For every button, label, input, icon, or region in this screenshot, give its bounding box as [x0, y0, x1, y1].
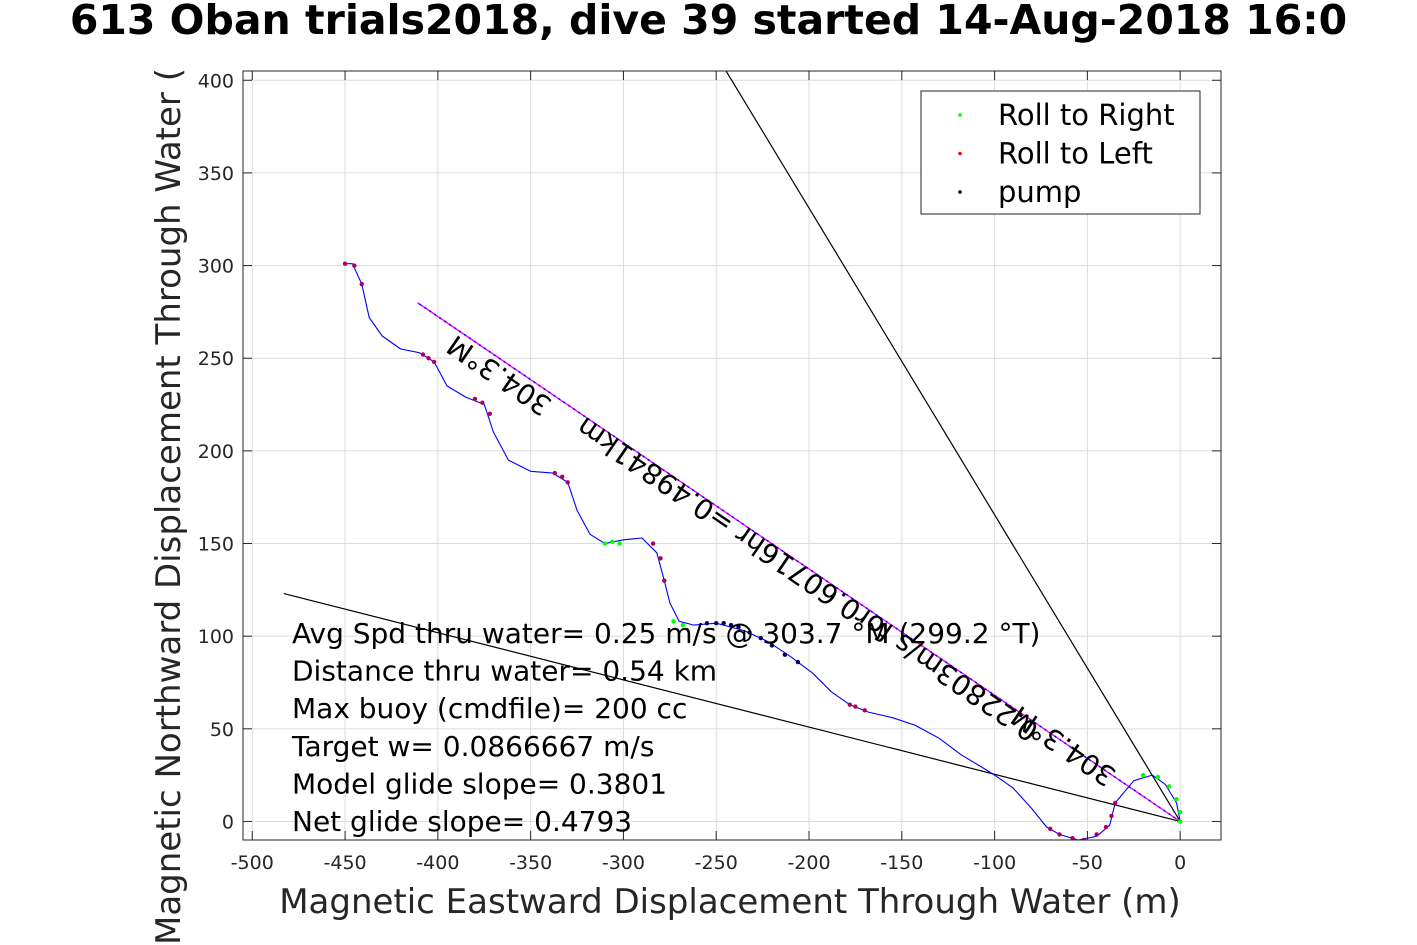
- y-tick-label: 400: [198, 70, 234, 92]
- stats-line: Target w= 0.0866667 m/s: [291, 730, 654, 763]
- roll-left-point: [565, 480, 570, 485]
- y-tick-label: 350: [198, 163, 234, 185]
- x-tick-label: -50: [1072, 852, 1103, 874]
- legend-label: Roll to Right: [998, 98, 1175, 132]
- roll-left-point: [1048, 826, 1053, 832]
- roll-right-point: [671, 619, 676, 624]
- roll-left-point: [1103, 824, 1109, 830]
- roll-left-point: [559, 474, 565, 480]
- stats-block: Avg Spd thru water= 0.25 m/s @ 303.7 °M …: [291, 617, 1040, 838]
- y-tick-label: 0: [222, 811, 234, 833]
- roll-left-point: [342, 261, 348, 266]
- roll-left-point: [1081, 837, 1086, 840]
- pump-point: [728, 622, 734, 628]
- y-tick-label: 150: [198, 534, 234, 556]
- roll-left-point: [359, 281, 364, 287]
- roll-right-point: [1174, 797, 1179, 802]
- roll-left-point: [1094, 832, 1099, 837]
- roll-left-point: [1057, 832, 1062, 837]
- chart-title: 613 Oban trials2018, dive 39 started 14-…: [69, 0, 1348, 44]
- y-tick-label: 50: [210, 719, 234, 741]
- roll-left-point: [862, 708, 867, 713]
- reference-line: [417, 302, 1181, 823]
- roll-left-point: [658, 556, 663, 561]
- x-tick-label: -350: [509, 852, 552, 874]
- y-tick-label: 250: [198, 348, 234, 370]
- legend-marker: [958, 113, 962, 117]
- roll-left-point: [1070, 835, 1075, 840]
- pump-point: [714, 620, 719, 626]
- pump-point: [782, 652, 788, 657]
- y-tick-label: 200: [198, 441, 234, 463]
- roll-right-point: [1140, 772, 1146, 778]
- pump-point: [795, 659, 801, 665]
- pump-point: [704, 620, 710, 626]
- legend-label: pump: [998, 175, 1081, 209]
- stats-line: Model glide slope= 0.3801: [292, 767, 667, 800]
- legend-box: [920, 90, 1201, 215]
- roll-left-point: [352, 263, 357, 268]
- stats-line: Distance thru water= 0.54 km: [292, 655, 717, 688]
- stats-line: Max buoy (cmdfile)= 200 cc: [292, 692, 687, 725]
- roll-right-point: [1177, 810, 1183, 815]
- axes-box: [242, 70, 1222, 841]
- legend: Roll to Right Roll to Left pump: [920, 90, 1201, 215]
- grid-lines: [243, 71, 1221, 840]
- roll-left-point: [853, 704, 858, 709]
- roll-left-point: [426, 356, 431, 361]
- roll-right-point: [610, 539, 615, 544]
- roll-left-point: [480, 400, 485, 405]
- legend-label: Roll to Left: [998, 137, 1153, 171]
- stats-line: Avg Spd thru water= 0.25 m/s @ 303.7 °M …: [292, 617, 1040, 650]
- roll-left-point: [431, 359, 437, 365]
- x-tick-label: -450: [324, 852, 367, 874]
- x-tick-label: 0: [1174, 852, 1186, 874]
- x-axis-label: Magnetic Eastward Displacement Through W…: [279, 882, 1181, 922]
- roll-left-point: [1113, 800, 1118, 806]
- roll-right-point: [680, 622, 686, 628]
- stats-line: Net glide slope= 0.4793: [292, 805, 632, 838]
- x-tick-label: -400: [416, 852, 459, 874]
- roll-left-point: [650, 541, 656, 546]
- x-tick-label: -200: [787, 852, 830, 874]
- x-tick-label: -250: [695, 852, 738, 874]
- pump-point: [747, 630, 752, 635]
- roll-left-point: [472, 396, 478, 402]
- roll-right-point: [602, 541, 608, 546]
- data-layer: [283, 71, 1183, 840]
- x-tick-label: -300: [602, 852, 645, 874]
- x-tick-label: -500: [231, 852, 274, 874]
- x-tick-labels: -500 -450 -400 -350 -300 -250 -200 -150 -100 -50 0: [231, 852, 1187, 874]
- pump-point: [736, 624, 741, 630]
- roll-left-point: [420, 352, 426, 357]
- pump-point: [721, 620, 726, 626]
- y-tick-label: 300: [198, 256, 234, 278]
- roll-right-point: [1177, 819, 1183, 824]
- roll-right-point: [1166, 784, 1172, 789]
- roll-left-point: [847, 702, 853, 707]
- x-tick-label: -150: [880, 852, 923, 874]
- x-tick-label: -100: [973, 852, 1016, 874]
- roll-left-point: [1109, 813, 1114, 819]
- y-tick-labels: 0 50 100 150 200 250 300 350 400: [198, 70, 234, 833]
- roll-right-point: [1155, 774, 1161, 780]
- reference-line: [283, 592, 1181, 823]
- roll-left-point: [487, 411, 493, 417]
- legend-marker: [958, 151, 962, 156]
- roll-right-point: [617, 541, 622, 546]
- y-tick-label: 100: [198, 626, 234, 648]
- roll-left-point: [662, 578, 667, 583]
- y-axis-label: Magnetic Northward Displacement Through …: [149, 68, 189, 945]
- roll-left-point: [552, 470, 557, 476]
- pump-point: [758, 635, 763, 641]
- pump-point: [769, 643, 775, 648]
- axis-ticks: [243, 71, 1221, 840]
- legend-marker: [958, 190, 962, 194]
- reference-line: [725, 71, 1181, 822]
